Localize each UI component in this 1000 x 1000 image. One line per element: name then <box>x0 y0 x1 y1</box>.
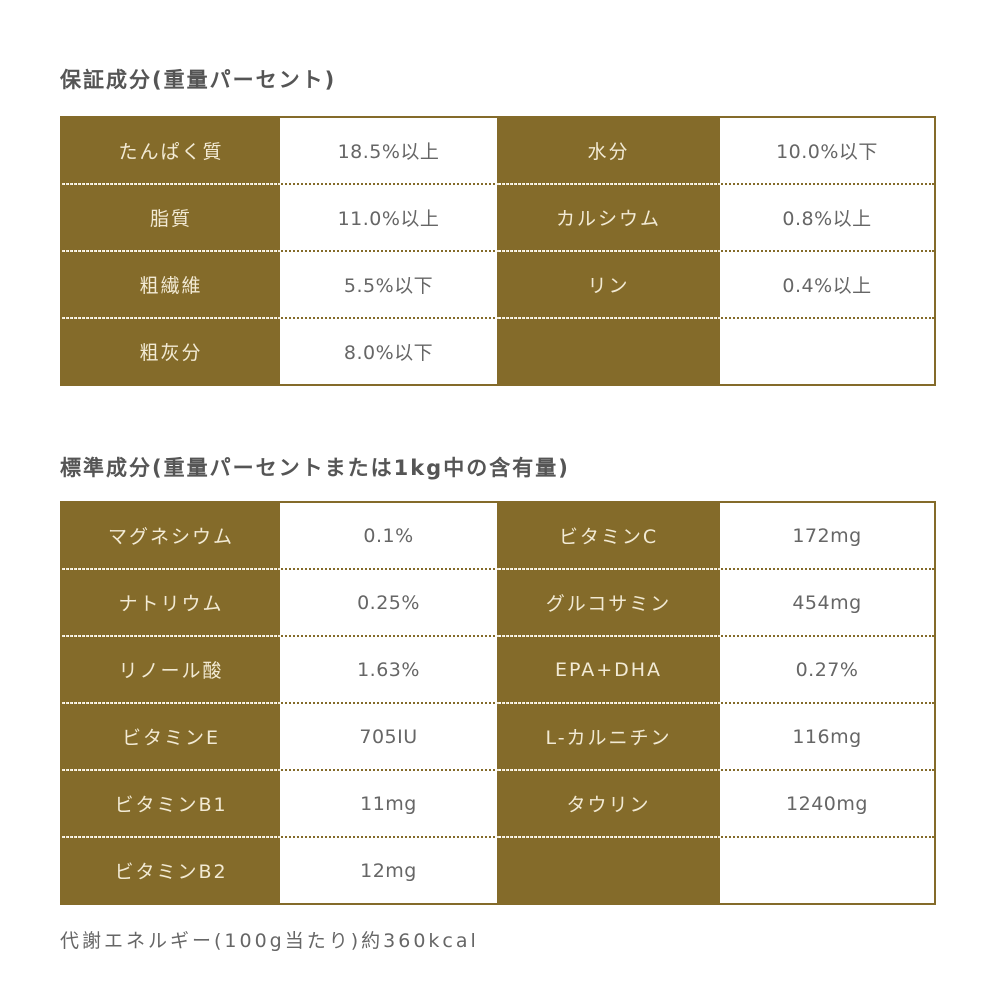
table-row: ナトリウム 0.25% グルコサミン 454mg <box>62 568 934 635</box>
nutrient-label: ビタミンB2 <box>62 838 280 903</box>
row-divider <box>497 836 720 838</box>
row-divider <box>497 183 720 185</box>
nutrient-label: リノール酸 <box>62 637 280 702</box>
row-divider <box>62 183 280 185</box>
nutrient-label: リン <box>497 252 720 317</box>
row-divider <box>497 702 720 704</box>
row-divider <box>62 635 280 637</box>
nutrient-label: EPA+DHA <box>497 637 720 702</box>
row-divider <box>497 635 720 637</box>
nutrient-label: たんぱく質 <box>62 118 280 183</box>
nutrient-label: 粗灰分 <box>62 319 280 384</box>
table-row: ビタミンB2 12mg <box>62 836 934 903</box>
nutrient-label: L-カルニチン <box>497 704 720 769</box>
nutrient-label <box>497 838 720 903</box>
nutrient-label <box>497 319 720 384</box>
nutrient-label: ナトリウム <box>62 570 280 635</box>
row-divider <box>62 702 280 704</box>
nutrient-value: 0.4%以上 <box>720 252 934 317</box>
nutrient-value: 11.0%以上 <box>280 185 497 250</box>
nutrient-label: カルシウム <box>497 185 720 250</box>
nutrient-label: 粗繊維 <box>62 252 280 317</box>
nutrient-value: 705IU <box>280 704 497 769</box>
table-row: ビタミンB1 11mg タウリン 1240mg <box>62 769 934 836</box>
table-row: 脂質 11.0%以上 カルシウム 0.8%以上 <box>62 183 934 250</box>
section-title-guaranteed: 保証成分(重量パーセント) <box>60 68 337 92</box>
nutrient-value: 5.5%以下 <box>280 252 497 317</box>
nutrient-value: 1.63% <box>280 637 497 702</box>
nutrient-value: 0.1% <box>280 503 497 568</box>
table-row: ビタミンE 705IU L-カルニチン 116mg <box>62 702 934 769</box>
nutrient-value: 11mg <box>280 771 497 836</box>
nutrient-value: 18.5%以上 <box>280 118 497 183</box>
nutrient-label: ビタミンB1 <box>62 771 280 836</box>
nutrient-label: ビタミンE <box>62 704 280 769</box>
nutrient-value: 10.0%以下 <box>720 118 934 183</box>
table-row: 粗灰分 8.0%以下 <box>62 317 934 384</box>
guaranteed-analysis-table: たんぱく質 18.5%以上 水分 10.0%以下 脂質 11.0%以上 カルシウム 0.8%以… <box>60 116 936 386</box>
nutrient-value: 0.25% <box>280 570 497 635</box>
nutrient-label: 水分 <box>497 118 720 183</box>
row-divider <box>62 769 280 771</box>
table-row: マグネシウム 0.1% ビタミンC 172mg <box>62 503 934 568</box>
nutrient-label: ビタミンC <box>497 503 720 568</box>
table-row: 粗繊維 5.5%以下 リン 0.4%以上 <box>62 250 934 317</box>
row-divider <box>497 769 720 771</box>
nutrient-value: 0.8%以上 <box>720 185 934 250</box>
nutrient-value: 172mg <box>720 503 934 568</box>
nutrient-value <box>720 319 934 384</box>
nutrient-value: 8.0%以下 <box>280 319 497 384</box>
section-title-standard: 標準成分(重量パーセントまたは1kg中の含有量) <box>60 456 570 480</box>
nutrient-label: 脂質 <box>62 185 280 250</box>
standard-composition-table: マグネシウム 0.1% ビタミンC 172mg ナトリウム 0.25% グルコサミン 454m… <box>60 501 936 905</box>
row-divider <box>62 568 280 570</box>
row-divider <box>62 836 280 838</box>
nutrient-value: 1240mg <box>720 771 934 836</box>
nutrient-value <box>720 838 934 903</box>
row-divider <box>497 317 720 319</box>
row-divider <box>497 568 720 570</box>
nutrient-value: 454mg <box>720 570 934 635</box>
nutrient-label: グルコサミン <box>497 570 720 635</box>
nutrient-value: 0.27% <box>720 637 934 702</box>
row-divider <box>62 250 280 252</box>
row-divider <box>497 250 720 252</box>
table-row: リノール酸 1.63% EPA+DHA 0.27% <box>62 635 934 702</box>
nutrient-value: 12mg <box>280 838 497 903</box>
metabolic-energy-note: 代謝エネルギー(100g当たり)約360kcal <box>60 930 479 952</box>
table-row: たんぱく質 18.5%以上 水分 10.0%以下 <box>62 118 934 183</box>
row-divider <box>62 317 280 319</box>
nutrient-label: タウリン <box>497 771 720 836</box>
nutrient-label: マグネシウム <box>62 503 280 568</box>
nutrient-value: 116mg <box>720 704 934 769</box>
